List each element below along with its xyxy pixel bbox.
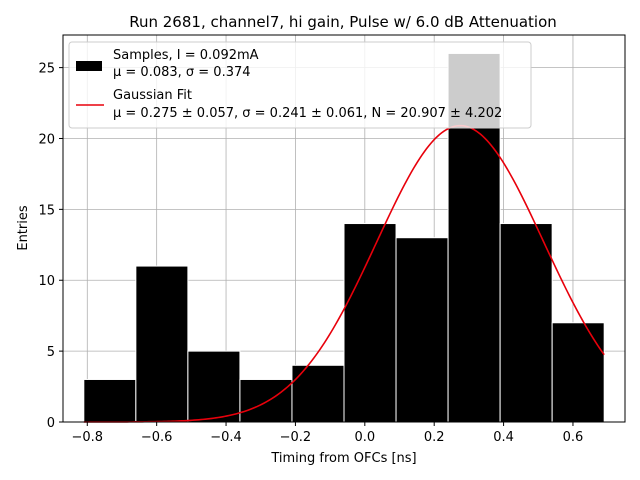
legend-fit-stats: μ = 0.275 ± 0.057, σ = 0.241 ± 0.061, N … bbox=[113, 106, 502, 121]
plot-frame bbox=[62, 34, 626, 423]
legend-samples-stats: μ = 0.083, σ = 0.374 bbox=[113, 65, 251, 80]
legend-samples-label: Samples, I = 0.092mA bbox=[113, 48, 259, 63]
x-tick-label-6: 0.4 bbox=[493, 430, 514, 445]
histogram-bar-3 bbox=[239, 378, 293, 423]
chart-title: Run 2681, channel7, hi gain, Pulse w/ 6.… bbox=[129, 13, 557, 31]
y-tick-label-3: 15 bbox=[38, 203, 55, 218]
histogram-bar-5 bbox=[343, 223, 397, 423]
y-tick-label-4: 20 bbox=[38, 132, 55, 147]
y-axis-label: Entries bbox=[16, 205, 31, 251]
histogram-bar-0 bbox=[83, 378, 137, 423]
x-tick-label-7: 0.6 bbox=[563, 430, 584, 445]
x-tick-label-3: −0.2 bbox=[280, 430, 312, 445]
legend: Samples, I = 0.092mA μ = 0.083, σ = 0.37… bbox=[68, 41, 532, 129]
histogram-bar-9 bbox=[551, 322, 605, 423]
x-tick-label-5: 0.2 bbox=[424, 430, 445, 445]
x-tick-label-2: −0.4 bbox=[210, 430, 242, 445]
gaussian-fit bbox=[83, 124, 605, 423]
legend-fit-label: Gaussian Fit bbox=[113, 88, 192, 103]
histogram-bar-8 bbox=[499, 223, 553, 423]
x-tick-label-1: −0.6 bbox=[141, 430, 173, 445]
legend-box bbox=[68, 41, 532, 129]
y-axis-ticks: 0 5 10 15 20 25 bbox=[38, 62, 63, 431]
histogram-bar-2 bbox=[187, 350, 241, 423]
histogram-bar-4 bbox=[291, 364, 345, 423]
y-tick-label-1: 5 bbox=[47, 345, 55, 360]
x-axis-ticks: −0.8 −0.6 −0.4 −0.2 0.0 0.2 0.4 0.6 bbox=[71, 422, 583, 445]
legend-samples-swatch bbox=[76, 61, 102, 71]
x-axis-label: Timing from OFCs [ns] bbox=[270, 451, 416, 466]
y-tick-label-0: 0 bbox=[47, 416, 55, 431]
histogram-bar-6 bbox=[395, 237, 449, 423]
histogram-bar-1 bbox=[135, 265, 189, 423]
x-tick-label-4: 0.0 bbox=[354, 430, 375, 445]
y-tick-label-2: 10 bbox=[38, 274, 55, 289]
fit-curve bbox=[83, 124, 605, 423]
y-tick-label-5: 25 bbox=[38, 62, 55, 77]
x-tick-label-0: −0.8 bbox=[71, 430, 103, 445]
